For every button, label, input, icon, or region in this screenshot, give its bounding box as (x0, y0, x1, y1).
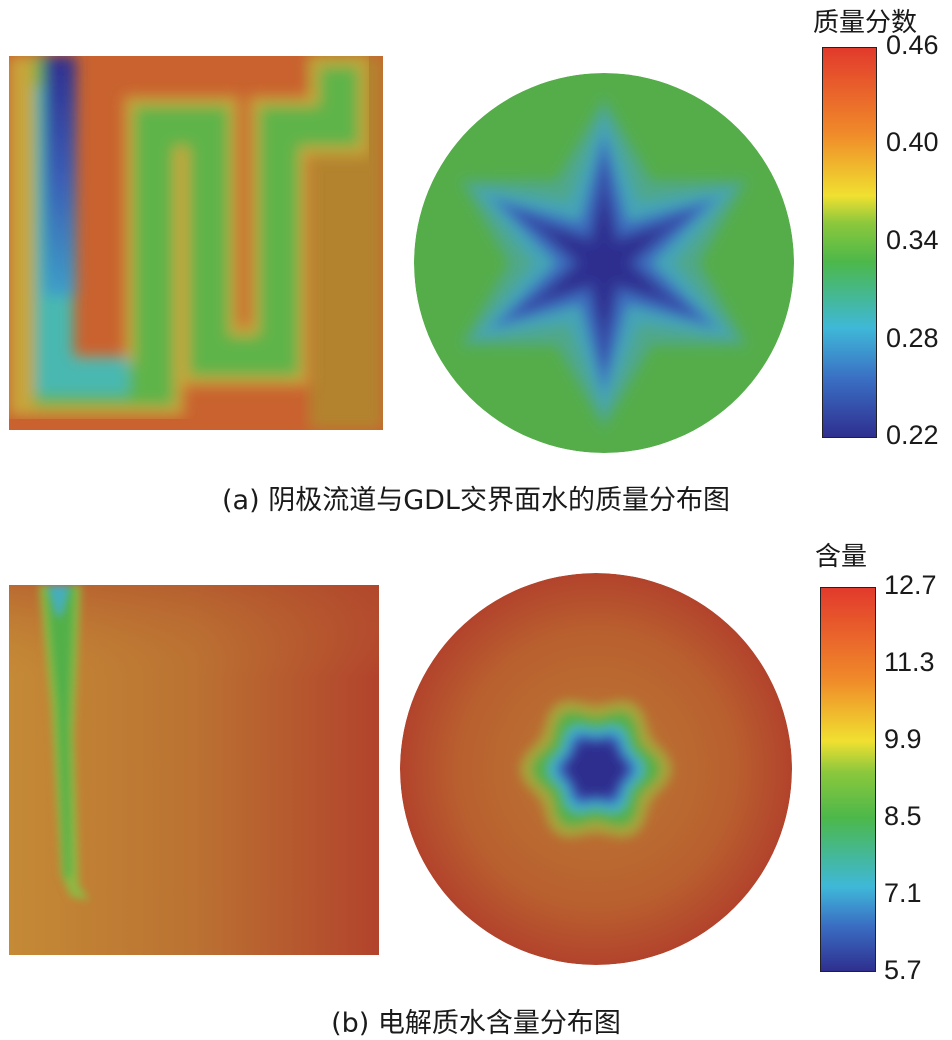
colorbar-a-tick-0: 0.46 (886, 30, 939, 60)
colorbar-a-tick-3: 0.28 (886, 323, 939, 353)
colorbar-title-a: 质量分数 (813, 8, 918, 38)
colorbar-b-tick-1: 11.3 (884, 647, 935, 677)
colorbar-a-tick-2: 0.34 (886, 225, 939, 255)
colorbar-title-b: 含量 (815, 542, 868, 572)
colorbar-a-tick-4: 0.22 (886, 420, 939, 450)
colorbar-b-tick-4: 7.1 (884, 878, 922, 908)
circular-distribution-map-a (414, 73, 794, 453)
caption-b: (b) 电解质水含量分布图 (331, 1008, 621, 1039)
colorbar-b-tick-5: 5.7 (884, 955, 922, 985)
colorbar-b (820, 587, 876, 972)
colorbar-a-tick-1: 0.40 (886, 127, 939, 157)
serpentine-channel-map-a (9, 56, 383, 430)
snowflake-layer (543, 193, 665, 333)
caption-a: (a) 阴极流道与GDL交界面水的质量分布图 (222, 485, 730, 516)
electrolyte-square-map-b (9, 585, 379, 955)
colorbar-a (822, 47, 877, 438)
colorbar-b-tick-2: 9.9 (884, 724, 922, 754)
circular-distribution-map-b (400, 573, 792, 965)
core-layer (566, 741, 626, 797)
colorbar-b-tick-3: 8.5 (884, 801, 922, 831)
colorbar-b-tick-0: 12.7 (884, 570, 937, 600)
